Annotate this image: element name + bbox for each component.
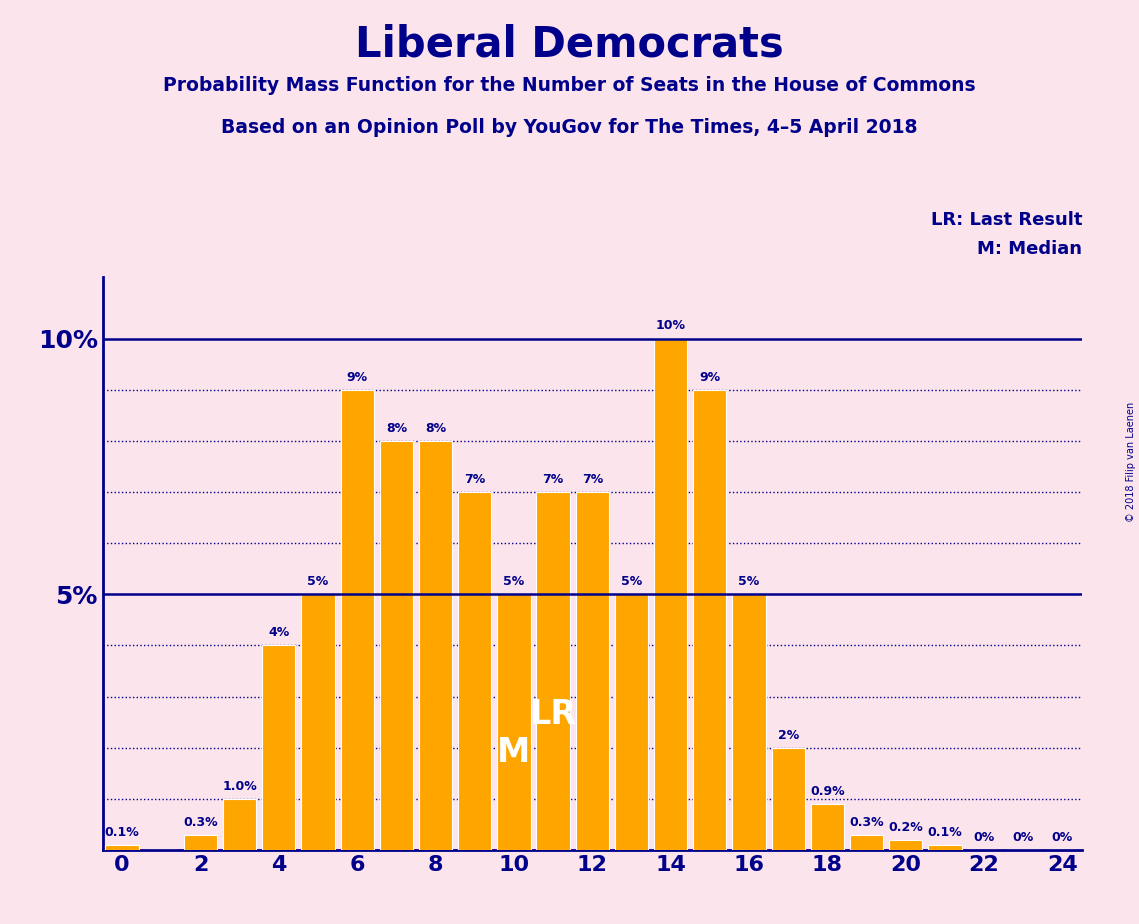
Text: 1.0%: 1.0% (222, 780, 257, 793)
Bar (458, 492, 491, 850)
Text: 0.1%: 0.1% (105, 826, 139, 839)
Text: 9%: 9% (346, 371, 368, 383)
Bar (106, 845, 139, 850)
Text: LR: Last Result: LR: Last Result (931, 212, 1082, 229)
Text: LR: LR (530, 698, 576, 731)
Bar (498, 594, 531, 850)
Text: 5%: 5% (503, 576, 525, 589)
Bar (223, 799, 256, 850)
Text: 0%: 0% (1051, 831, 1073, 844)
Text: 0.3%: 0.3% (850, 816, 884, 829)
Text: Probability Mass Function for the Number of Seats in the House of Commons: Probability Mass Function for the Number… (163, 76, 976, 95)
Bar (379, 441, 413, 850)
Bar (262, 646, 295, 850)
Bar (811, 804, 844, 850)
Text: Liberal Democrats: Liberal Democrats (355, 23, 784, 65)
Text: 8%: 8% (386, 421, 407, 435)
Bar (419, 441, 452, 850)
Text: 7%: 7% (464, 473, 485, 486)
Bar (615, 594, 648, 850)
Bar (771, 748, 805, 850)
Bar (890, 840, 923, 850)
Bar (341, 390, 374, 850)
Text: 5%: 5% (308, 576, 329, 589)
Text: © 2018 Filip van Laenen: © 2018 Filip van Laenen (1126, 402, 1136, 522)
Text: 5%: 5% (621, 576, 642, 589)
Text: 5%: 5% (738, 576, 760, 589)
Text: 0.2%: 0.2% (888, 821, 923, 833)
Text: 0%: 0% (1013, 831, 1034, 844)
Bar (732, 594, 765, 850)
Text: 10%: 10% (656, 320, 686, 333)
Bar (928, 845, 961, 850)
Bar (183, 834, 218, 850)
Bar (654, 338, 687, 850)
Text: M: Median: M: Median (977, 240, 1082, 258)
Text: M: M (498, 736, 531, 770)
Text: 8%: 8% (425, 421, 446, 435)
Text: 7%: 7% (542, 473, 564, 486)
Bar (536, 492, 570, 850)
Text: 0.1%: 0.1% (927, 826, 962, 839)
Text: 0%: 0% (974, 831, 994, 844)
Bar (302, 594, 335, 850)
Text: 0.3%: 0.3% (183, 816, 218, 829)
Text: 9%: 9% (699, 371, 720, 383)
Bar (694, 390, 727, 850)
Text: 2%: 2% (778, 729, 798, 742)
Text: 0.9%: 0.9% (810, 784, 845, 798)
Text: Based on an Opinion Poll by YouGov for The Times, 4–5 April 2018: Based on an Opinion Poll by YouGov for T… (221, 118, 918, 138)
Bar (850, 834, 883, 850)
Text: 7%: 7% (582, 473, 603, 486)
Bar (575, 492, 609, 850)
Text: 4%: 4% (268, 626, 289, 639)
